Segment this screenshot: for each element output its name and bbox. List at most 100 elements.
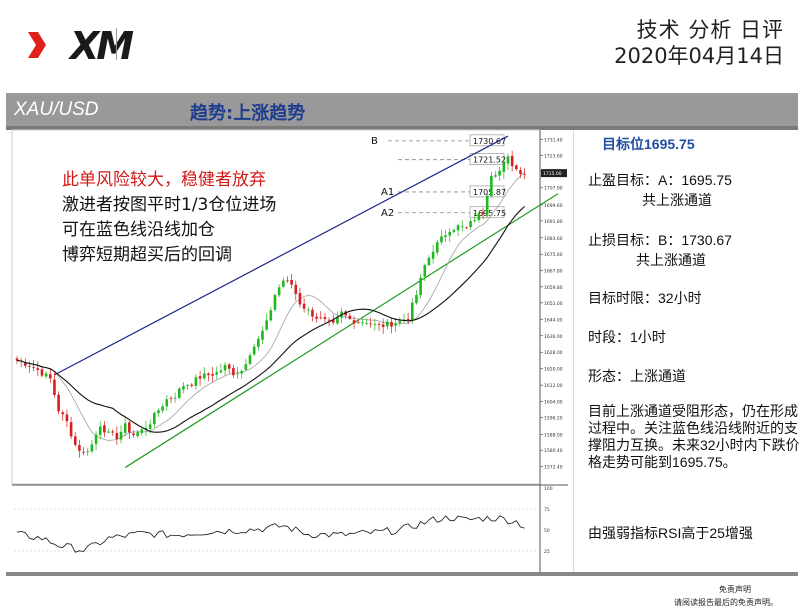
candle-body [53,379,56,396]
candle-body [485,195,489,216]
candle-body [148,424,152,429]
stop-loss-note: 共上涨通道 [636,252,706,268]
candle-body [236,373,239,375]
y-tick-label: 1691.80 [544,219,563,225]
xm-logo: XM [26,24,134,68]
symbol-band [6,93,798,126]
candle-body [115,433,119,440]
candle-body [290,280,293,285]
take-profit-label: 止盈目标：A：1695.75 [588,172,732,188]
trend-label: 趋势:上涨趋势 [190,103,306,124]
current-price-box [541,169,567,178]
candle-body [94,434,98,444]
y-tick-label: 1667.80 [544,268,563,274]
y-tick-label: 1652.00 [544,301,563,307]
pattern: 形态：上涨通道 [588,368,686,384]
candle-body [306,309,310,311]
candle-body [282,280,285,287]
y-tick-label: 1620.00 [544,367,563,373]
y-tick-label: 1659.80 [544,285,563,291]
candle-body [361,322,364,324]
candle-body [502,162,506,172]
candle-body [519,170,522,175]
candle-body [65,414,69,422]
candle-body [182,386,185,390]
candle-body [111,431,115,433]
y-tick-label: 1644.00 [544,317,563,323]
y-tick-label: 1596.20 [544,416,563,422]
sidebar-divider [573,130,574,572]
candle-body [423,265,427,277]
y-tick-label: 1580.40 [544,448,563,454]
stop-loss: 止损目标：B：1730.67 共上涨通道 [588,230,732,270]
candle-body [32,366,35,368]
candle-body [356,322,360,324]
candle-body [302,303,306,309]
y-tick-label: 1731.40 [544,137,563,143]
warning-annotation: 此单风险较大，稳健者放弃 [62,170,266,190]
candle-body [286,279,289,281]
candle-body [394,323,397,326]
logo-mark-icon [28,32,46,58]
y-tick-label: 1636.00 [544,334,563,340]
candle-body [219,370,223,373]
candle-body [477,213,481,221]
y-tick-label: 1683.60 [544,236,563,242]
candle-body [207,373,210,376]
rsi-tick-label: 75 [544,507,550,513]
candle-body [498,170,501,176]
y-tick-label: 1723.60 [544,153,563,159]
candle-body [132,433,135,436]
candle-body [198,376,202,379]
y-tick-label: 1628.00 [544,350,563,356]
candle-body [248,355,252,364]
candle-body [144,427,148,430]
symbol-label: XAU/USD [14,99,99,120]
candle-body [506,156,510,164]
stop-loss-label: 止损目标：B：1730.67 [588,232,732,248]
annotation-line-3: 博弈短期超买后的回调 [62,245,232,265]
candle-body [377,323,381,325]
candle-body [311,309,314,317]
candle-body [469,221,472,228]
candle-body [294,284,298,294]
candle-body [153,412,156,425]
candle-body [406,318,410,320]
level-value: 1730.67 [473,137,506,146]
candle-body [227,364,231,369]
level-value: 1695.75 [473,209,506,218]
candle-body [24,362,27,366]
candle-body [510,155,514,167]
candle-body [373,324,377,326]
candle-body [415,294,418,304]
candle-body [44,373,48,377]
rsi-note: 由强弱指标RSI高于25增强 [588,525,753,541]
rsi-tick-label: 50 [544,528,550,534]
candle-body [252,346,256,355]
channel-lower-line [124,193,559,469]
candle-body [82,451,85,453]
candle-body [90,444,94,452]
candle-body [440,236,443,243]
level-value: 1705.87 [473,188,506,197]
candle-body [40,369,44,376]
candle-body [186,385,189,386]
candle-body [465,227,468,229]
candle-body [319,317,323,319]
candle-body [390,321,393,327]
candle-body [277,287,281,296]
candle-body [515,165,518,170]
candle-body [386,321,389,327]
candle-body [211,373,214,376]
candle-body [128,422,131,433]
candle-body [86,451,90,453]
candle-body [123,423,127,433]
candle-body [61,412,65,415]
candle-body [48,374,52,379]
candle-body [261,330,264,340]
candle-body [348,315,352,319]
rsi-tick-label: 100 [544,486,553,492]
candle-body [369,323,372,325]
disclaimer-title: 免责声明 [719,585,751,594]
candle-body [136,432,139,437]
